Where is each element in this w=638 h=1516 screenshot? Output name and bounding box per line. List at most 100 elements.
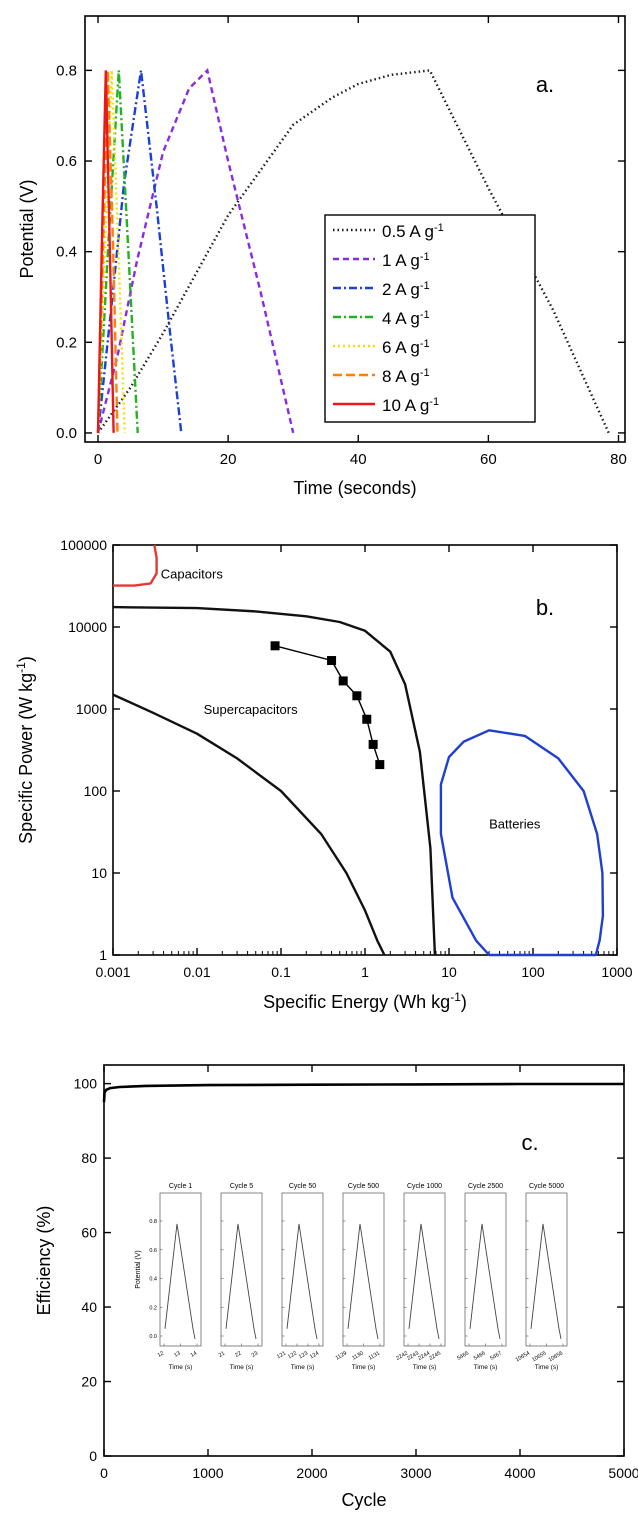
inset-x-tick-label: 5466 [473, 1351, 487, 1362]
x-axis-label: Cycle [341, 1490, 386, 1510]
y-axis-label: Specific Power (W kg-1) [14, 656, 36, 844]
inset-x-tick-label: 2242 [395, 1351, 409, 1362]
x-tick-label: 40 [350, 451, 367, 468]
legend-entry: 0.5 A g-1 [382, 222, 444, 241]
panel-label: b. [536, 595, 554, 620]
inset-x-axis-label: Time (s) [535, 1364, 559, 1371]
panel-b-ragone-plot: 0.001 0.01 0.1 1 10 100 1000 1 10 100 1000 10000 100… [14, 537, 633, 1012]
inset-plot: Cycle 50 121 122 123 124 Time (s) [276, 1183, 324, 1371]
x-tick-label: 60 [480, 451, 497, 468]
y-tick-label: 0.6 [56, 153, 77, 170]
inset-title: Cycle 5 [230, 1183, 253, 1190]
x-tick-label: 0 [94, 451, 102, 468]
measured-point [362, 714, 372, 724]
inset-title: Cycle 1 [169, 1183, 192, 1190]
x-tick-label: 0.001 [95, 964, 130, 980]
inset-potential-trace [225, 1223, 257, 1339]
series-line [96, 70, 183, 434]
inset-y-tick-label: 0.2 [149, 1305, 157, 1311]
inset-x-tick-label: 1130 [351, 1351, 364, 1362]
inset-title: Cycle 5000 [529, 1183, 564, 1190]
x-tick-label: 1 [361, 964, 369, 980]
inset-potential-trace [164, 1223, 196, 1339]
inset-potential-trace [469, 1223, 501, 1339]
measured-point [338, 676, 348, 686]
inset-frame [525, 1192, 568, 1347]
panel-c-cycling-efficiency: 0 1000 2000 3000 4000 5000 0 20 40 60 80 100 Cycle Ef… [34, 1064, 638, 1510]
y-tick-label: 100 [74, 1076, 98, 1092]
x-tick-label: 0.1 [271, 964, 291, 980]
inset-plot: Cycle 1 0.0 0.2 0.4 0.6 0.8 12 13 14 Time (s) [149, 1183, 202, 1371]
region-boundary-batteries [439, 729, 605, 957]
panel-a-axes-frame [84, 15, 626, 443]
legend-entry: 4 A g-1 [382, 309, 430, 328]
y-tick-label: 0.4 [56, 244, 77, 261]
legend-entry: 1 A g-1 [382, 251, 430, 270]
x-tick-label: 1000 [601, 964, 632, 980]
measured-point [352, 691, 362, 701]
series-line [97, 69, 610, 434]
y-tick-label: 40 [81, 1299, 97, 1315]
legend-entry: 8 A g-1 [382, 367, 430, 386]
inset-x-tick-label: 2245 [428, 1351, 442, 1362]
inset-potential-trace [530, 1223, 562, 1339]
panel-label: c. [521, 1130, 538, 1155]
inset-x-tick-label: 5467 [489, 1351, 503, 1362]
series-line [96, 70, 115, 433]
measured-point [368, 739, 378, 749]
inset-x-tick-label: 14 [190, 1351, 198, 1359]
inset-y-axis-label: Potential (V) [135, 1250, 142, 1289]
inset-potential-trace [286, 1223, 318, 1339]
panel-a-charge-discharge: 0 20 40 60 80 0.0 0.2 0.4 0.6 0.8 Time (seconds) Po… [17, 15, 627, 498]
x-tick-label: 0 [100, 1465, 108, 1481]
inset-x-axis-label: Time (s) [474, 1364, 498, 1371]
region-label: Batteries [489, 817, 541, 832]
y-axis-label: Efficiency (%) [34, 1206, 54, 1316]
measured-point [375, 760, 385, 770]
efficiency-series-line [102, 1082, 624, 1103]
y-tick-label: 1 [99, 947, 107, 963]
y-tick-label: 80 [81, 1150, 97, 1166]
legend-box [324, 214, 536, 423]
region-label: Supercapacitors [204, 702, 298, 717]
inset-plot: Cycle 2500 5465 5466 5467 Time (s) [456, 1183, 507, 1371]
x-tick-label: 3000 [400, 1465, 431, 1481]
y-tick-label: 100 [84, 783, 108, 799]
x-tick-label: 4000 [504, 1465, 535, 1481]
legend-entry: 2 A g-1 [382, 280, 430, 299]
inset-x-tick-label: 12 [157, 1351, 165, 1359]
y-tick-label: 0 [89, 1448, 97, 1464]
measured-point [270, 641, 280, 651]
inset-title: Cycle 500 [348, 1183, 379, 1190]
x-tick-label: 20 [220, 451, 237, 468]
inset-frame [159, 1192, 202, 1347]
x-tick-label: 5000 [608, 1465, 638, 1481]
y-tick-label: 10 [91, 865, 107, 881]
y-tick-label: 20 [81, 1374, 97, 1390]
panel-label: a. [536, 72, 554, 97]
inset-y-tick-label: 0.0 [149, 1334, 157, 1340]
series-line [96, 70, 119, 433]
inset-x-axis-label: Time (s) [413, 1364, 437, 1371]
inset-plot: Cycle 5 21 22 23 Time (s) [218, 1183, 263, 1371]
x-axis-label: Time (seconds) [293, 478, 416, 498]
y-tick-label: 0.8 [56, 62, 77, 79]
region-boundary-capacitors [113, 544, 158, 587]
inset-x-tick-label: 2244 [417, 1351, 431, 1362]
legend-entry: 10 A g-1 [382, 396, 439, 415]
series-line [96, 68, 295, 434]
inset-frame [281, 1192, 324, 1347]
inset-frame [220, 1192, 263, 1347]
inset-plot: Cycle 500 1129 1130 1131 Time (s) [335, 1183, 385, 1371]
region-boundary-supercapacitors-upper [112, 605, 437, 956]
x-tick-label: 80 [610, 451, 627, 468]
inset-frame [403, 1192, 446, 1347]
inset-x-axis-label: Time (s) [230, 1364, 254, 1371]
inset-title: Cycle 50 [289, 1183, 316, 1190]
inset-x-tick-label: 22 [234, 1351, 242, 1359]
inset-x-tick-label: 123 [298, 1351, 309, 1361]
y-tick-label: 60 [81, 1225, 97, 1241]
inset-x-tick-label: 1129 [335, 1351, 348, 1362]
